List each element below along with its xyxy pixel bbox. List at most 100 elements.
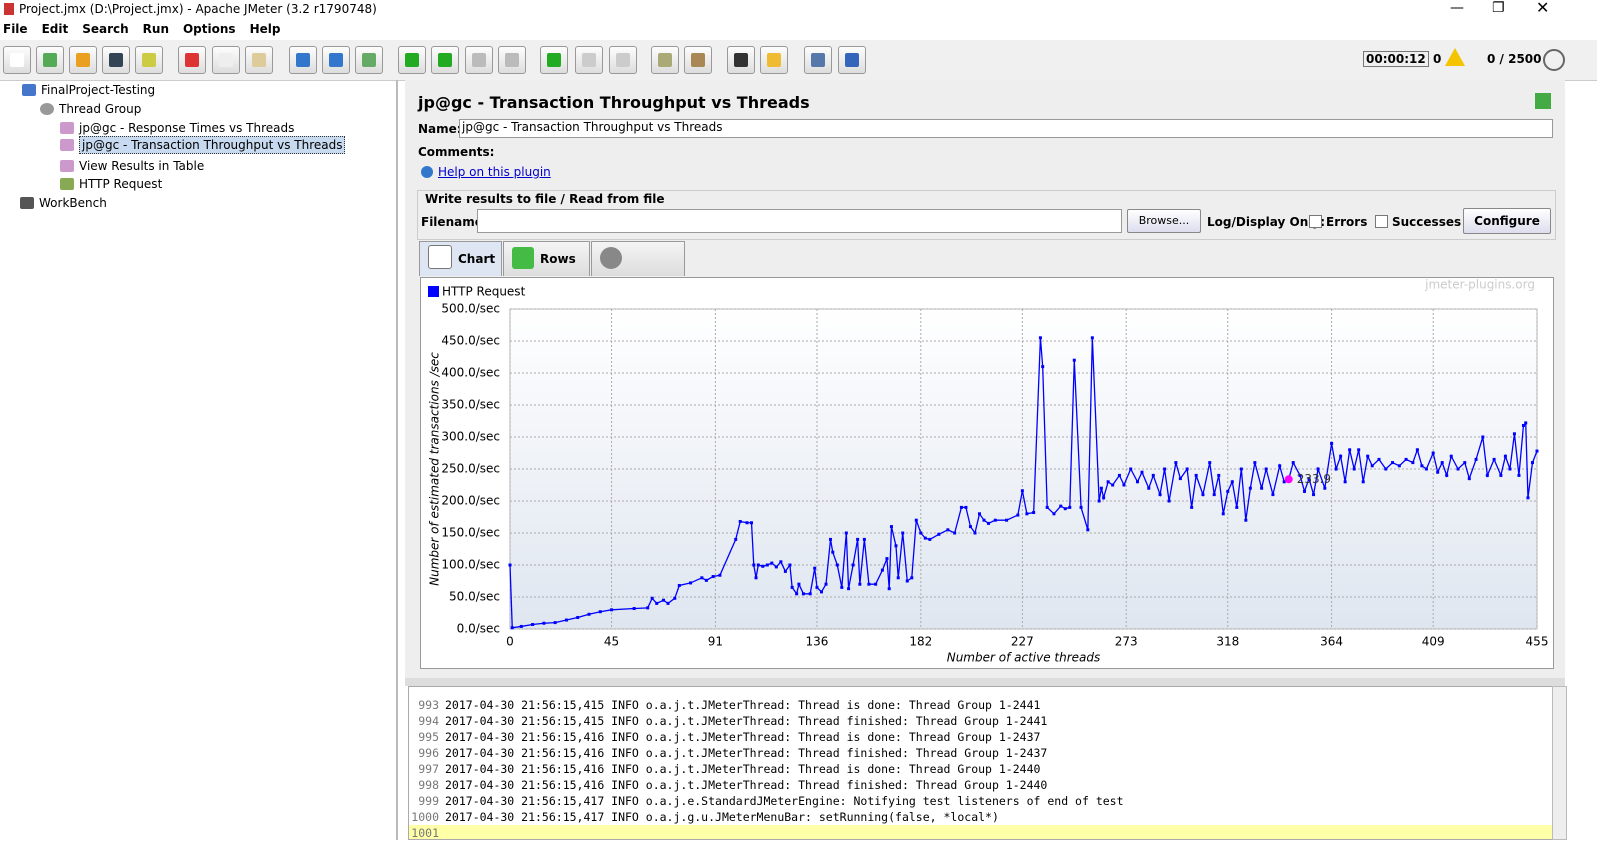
toolbar-button[interactable] [135,46,163,74]
data-point [666,601,670,605]
toolbar-button[interactable] [651,46,679,74]
log-text: 2017-04-30 21:56:15,415 INFO o.a.j.t.JMe… [445,714,1048,728]
data-point [1217,473,1221,477]
log-scrollbar[interactable] [1552,686,1567,840]
data-point [610,608,614,612]
tab[interactable]: Rows [503,241,590,276]
successes-checkbox[interactable] [1375,215,1388,228]
title-bar: Project.jmx (D:\Project.jmx) - Apache JM… [0,0,1597,18]
data-point [519,624,523,628]
tree-node[interactable]: WorkBench [20,196,107,210]
info-icon [421,166,433,178]
menu-item[interactable]: File [3,22,28,36]
maximize[interactable]: ❐ [1492,0,1505,16]
tree-node[interactable]: Thread Group [40,102,141,116]
data-point [977,512,981,516]
menu-item[interactable]: Search [82,22,129,36]
toolbar-button[interactable] [245,46,273,74]
data-point [1147,486,1151,490]
data-point [1090,336,1094,340]
toolbar-button[interactable] [575,46,603,74]
data-point [801,592,805,596]
toolbar-button[interactable] [212,46,240,74]
data-point [598,610,602,614]
tree-node[interactable]: HTTP Request [60,177,162,191]
errors-checkbox[interactable] [1309,215,1322,228]
toolbar-button[interactable] [36,46,64,74]
log-text: 2017-04-30 21:56:15,416 INFO o.a.j.t.JMe… [445,730,1041,744]
toolbar-button[interactable] [289,46,317,74]
filename-field[interactable] [477,209,1122,233]
data-point [553,621,557,625]
toolbar-button[interactable] [355,46,383,74]
data-point [1512,432,1516,436]
data-point [1264,467,1268,471]
data-point [1298,473,1302,477]
remote-icon[interactable] [1543,49,1565,71]
toolbar-button[interactable] [609,46,637,74]
data-point [1079,505,1083,509]
data-point [889,525,893,529]
data-point [1463,461,1467,465]
tree-node[interactable]: jp@gc - Response Times vs Threads [60,121,294,135]
x-tick-label: 455 [1526,635,1549,649]
maximize-icon[interactable] [1535,93,1551,109]
file-section-title: Write results to file / Read from file [425,192,665,206]
data-point [661,598,665,602]
toolbar-button[interactable] [727,46,755,74]
button-icon [329,53,343,67]
data-point [953,531,957,535]
data-point [1526,496,1530,500]
data-point [761,564,765,568]
help-link[interactable]: Help on this plugin [438,165,551,179]
toolbar-button[interactable] [178,46,206,74]
data-point [1235,505,1239,509]
toolbar-button[interactable] [760,46,788,74]
data-point [1370,464,1374,468]
toolbar-button[interactable] [3,46,31,74]
thread-count: 0 / 2500 [1487,52,1542,66]
browse-button[interactable]: Browse... [1127,209,1201,233]
menu-item[interactable]: Run [142,22,169,36]
log-line: 1000 2017-04-30 21:56:15,417 INFO o.a.j.g… [409,809,1553,825]
toolbar-button[interactable] [398,46,426,74]
configure-button[interactable]: Configure [1463,208,1551,234]
tree-node[interactable]: FinalProject-Testing [22,83,155,97]
toolbar-button[interactable] [804,46,832,74]
close[interactable]: ✕ [1536,0,1550,17]
button-icon [362,53,376,67]
tab[interactable]: Settings [591,241,685,300]
tree-node[interactable]: jp@gc - Transaction Throughput vs Thread… [60,136,346,154]
name-field[interactable]: jp@gc - Transaction Throughput vs Thread… [459,119,1553,138]
toolbar-button[interactable] [498,46,526,74]
warning-icon[interactable] [1445,48,1465,66]
data-point [1508,467,1512,471]
minimize[interactable]: — [1450,0,1464,16]
toolbar-button[interactable] [838,46,866,74]
chart: 0.0/sec 50.0/sec 100.0/sec 150.0/sec 200.0/s… [420,277,1554,669]
panel-title: jp@gc - Transaction Throughput vs Thread… [418,93,810,112]
menu-item[interactable]: Help [249,22,281,36]
data-point [1221,512,1225,516]
x-tick-label: 136 [806,635,829,649]
menu-item[interactable]: Options [182,22,236,36]
toolbar-button[interactable] [431,46,459,74]
data-point [874,582,878,586]
toolbar-button[interactable] [102,46,130,74]
toolbar-button[interactable] [684,46,712,74]
data-point [1377,457,1381,461]
toolbar-button[interactable] [465,46,493,74]
tab[interactable]: Chart [419,241,502,276]
data-point [1020,489,1024,493]
data-point [1140,470,1144,474]
button-icon [252,53,266,67]
data-point [770,561,774,565]
toolbar-button[interactable] [322,46,350,74]
data-point [508,563,512,567]
data-point [1330,441,1334,445]
toolbar-button[interactable] [540,46,568,74]
menu-item[interactable]: Edit [41,22,69,36]
log-line: 997 2017-04-30 21:56:15,416 INFO o.a.j.t.… [409,761,1553,777]
tree-node[interactable]: View Results in Table [60,159,204,173]
toolbar-button[interactable] [69,46,97,74]
